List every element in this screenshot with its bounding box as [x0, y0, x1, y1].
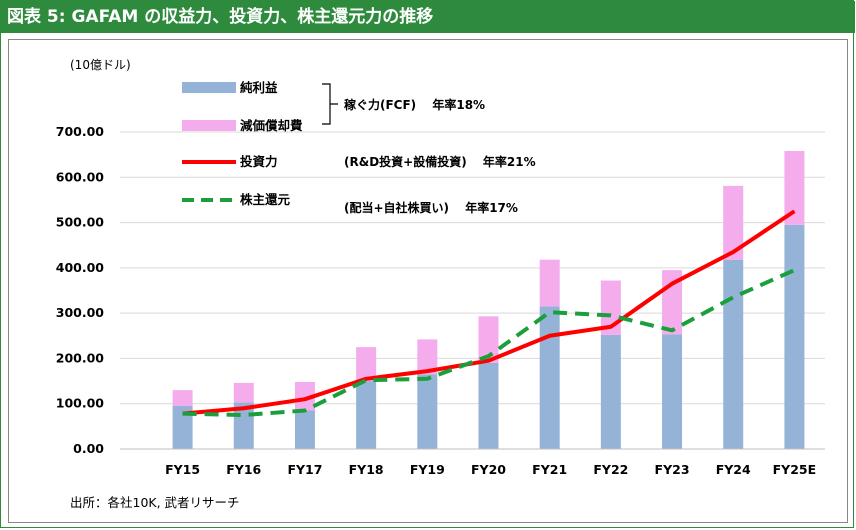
unit-label: (10億ドル)	[70, 58, 131, 72]
bar-net-income	[784, 224, 805, 449]
series-line-capex	[182, 209, 796, 416]
bar-net-income	[478, 362, 499, 449]
y-tick-label: 0.00	[73, 441, 104, 456]
y-tick-label: 200.00	[56, 350, 105, 365]
bar-net-income	[417, 374, 438, 449]
x-tick-label: FY19	[410, 462, 445, 477]
x-tick-label: FY16	[226, 462, 261, 477]
bar-net-income	[600, 334, 621, 449]
annotation-capex: (R&D投資+設備投資) 年率21%	[344, 154, 536, 169]
x-tick-label: FY21	[532, 462, 567, 477]
bar-net-income	[294, 410, 315, 449]
legend-label-net-income: 純利益	[240, 80, 278, 95]
annotation-shareholder: (配当+自社株買い) 年率17%	[344, 200, 518, 215]
bar-net-income	[356, 381, 377, 449]
bar-net-income	[723, 259, 744, 449]
bar-net-income	[662, 334, 683, 449]
axes: 0.00 100.00 200.00 300.00 400.00 500.00 600.00…	[56, 124, 825, 477]
y-tick-label: 600.00	[56, 169, 105, 184]
bar-depreciation	[539, 259, 560, 307]
y-tick-label: 300.00	[56, 305, 105, 320]
x-tick-label: FY15	[165, 462, 200, 477]
legend-label-depreciation: 減価償却費	[240, 118, 303, 133]
bar-depreciation	[417, 339, 438, 375]
y-tick-label: 100.00	[56, 396, 105, 411]
bar-depreciation	[784, 151, 805, 225]
annotation-fcf: 稼ぐ力(FCF) 年率18%	[344, 97, 485, 112]
x-tick-label: FY25E	[773, 462, 817, 477]
x-tick-label: FY22	[593, 462, 628, 477]
bar-depreciation	[356, 347, 377, 382]
x-tick-label: FY20	[471, 462, 506, 477]
bar-net-income	[539, 306, 560, 449]
x-tick-label: FY18	[349, 462, 384, 477]
legend-brace	[322, 83, 338, 125]
x-tick-label: FY24	[716, 462, 751, 477]
chart-panel	[8, 39, 848, 523]
y-tick-label: 500.00	[56, 215, 105, 230]
bar-depreciation	[478, 316, 499, 363]
series-line-shareholder	[182, 268, 796, 418]
x-tick-label: FY17	[287, 462, 322, 477]
legend-label-capex: 投資力	[240, 154, 278, 169]
bar-depreciation	[172, 390, 193, 406]
legend-swatch-net-income	[182, 82, 236, 93]
bars	[172, 151, 805, 449]
lines	[182, 209, 796, 418]
bar-depreciation	[294, 381, 315, 411]
y-tick-label: 700.00	[56, 124, 105, 139]
bar-net-income	[172, 405, 193, 449]
bar-depreciation	[233, 382, 254, 403]
x-tick-label: FY23	[655, 462, 690, 477]
bar-depreciation	[723, 185, 744, 260]
figure-title: 図表 5: GAFAM の収益力、投資力、株主還元力の推移	[1, 1, 855, 33]
y-tick-label: 400.00	[56, 260, 105, 275]
legend-swatch-depreciation	[182, 120, 236, 131]
source-note: 出所：各社10K, 武者リサーチ	[70, 495, 240, 510]
legend-label-shareholder: 株主還元	[240, 192, 291, 207]
